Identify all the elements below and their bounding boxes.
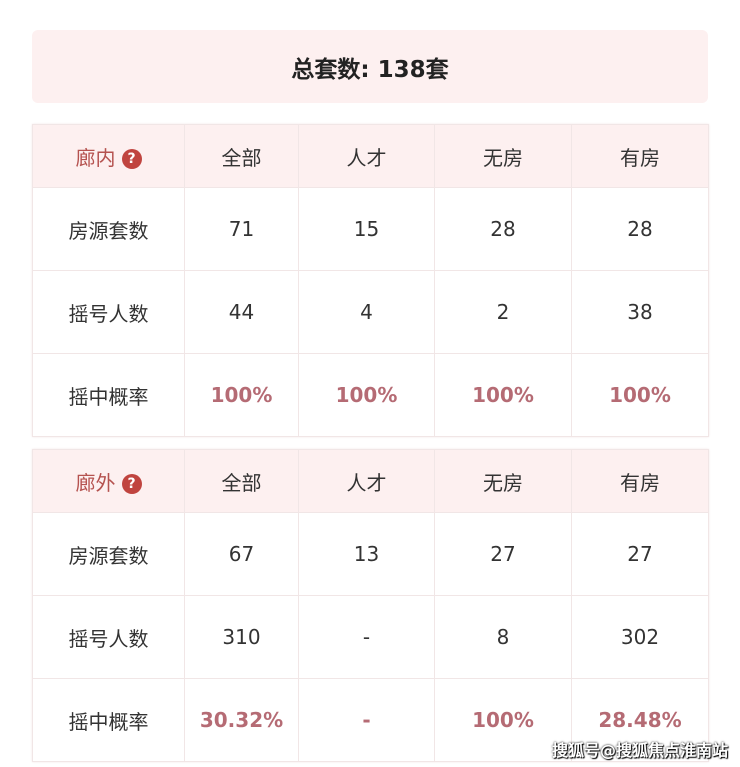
row-label: 摇号人数	[32, 595, 185, 679]
column-header: 无房	[434, 449, 572, 513]
table-cell: 38	[571, 270, 709, 354]
table-header-row: 廊外? 全部 人才 无房 有房	[32, 449, 709, 513]
table-cell: 27	[434, 512, 572, 596]
table-outer: 廊外? 全部 人才 无房 有房 房源套数 67 13 27 27 摇号人数 310-8 302 摇中概率 3…	[32, 449, 709, 762]
table-cell: 4	[298, 270, 435, 354]
row-label: 摇号人数	[32, 270, 185, 354]
table-header-row: 廊内? 全部 人才 无房 有房	[32, 124, 709, 188]
table-row: 房源套数 67 13 27 27	[32, 512, 709, 596]
table-cell: 302	[571, 595, 709, 679]
table-cell: 8	[434, 595, 572, 679]
column-header: 全部	[184, 449, 299, 513]
help-icon[interactable]: ?	[121, 473, 142, 494]
region-cell: 廊外?	[32, 449, 185, 513]
table-row: 摇中概率 30.32% -100% 28.48%	[32, 678, 709, 762]
total-count-banner: 总套数: 138套	[32, 30, 708, 103]
row-label: 摇中概率	[32, 678, 185, 762]
table-cell: 100%	[434, 678, 572, 762]
column-header: 有房	[571, 124, 709, 188]
row-label: 摇中概率	[32, 353, 185, 437]
table-cell: 100%	[184, 353, 299, 437]
watermark: 搜狐号@搜狐焦点淮南站	[551, 741, 728, 760]
column-header: 全部	[184, 124, 299, 188]
region-label: 廊内	[75, 145, 116, 170]
table-cell: 15	[298, 187, 435, 271]
table-cell: 28	[571, 187, 709, 271]
table-cell: 310	[184, 595, 299, 679]
row-label: 房源套数	[32, 187, 185, 271]
table-cell: 100%	[434, 353, 572, 437]
table-row: 摇号人数 44 4 2 38	[32, 270, 709, 354]
column-header: 无房	[434, 124, 572, 188]
table-cell: 30.32%	[184, 678, 299, 762]
table-cell: 28	[434, 187, 572, 271]
table-cell: 2	[434, 270, 572, 354]
column-header: 人才	[298, 124, 435, 188]
table-cell: 28.48%	[571, 678, 709, 762]
table-cell: 67	[184, 512, 299, 596]
table-cell: -	[298, 678, 435, 762]
help-icon[interactable]: ?	[121, 148, 142, 169]
column-header: 人才	[298, 449, 435, 513]
table-inner: 廊内? 全部 人才 无房 有房 房源套数 71 15 28 28 摇号人数 44 4 2 38 摇中概率 100…	[32, 124, 709, 437]
table-row: 摇号人数 310-8 302	[32, 595, 709, 679]
table-cell: 100%	[298, 353, 435, 437]
table-cell: 13	[298, 512, 435, 596]
table-cell: -	[298, 595, 435, 679]
region-label: 廊外	[75, 470, 116, 495]
table-cell: 71	[184, 187, 299, 271]
row-label: 房源套数	[32, 512, 185, 596]
table-cell: 100%	[571, 353, 709, 437]
region-cell: 廊内?	[32, 124, 185, 188]
table-cell: 44	[184, 270, 299, 354]
table-row: 摇中概率 100% 100% 100% 100%	[32, 353, 709, 437]
column-header: 有房	[571, 449, 709, 513]
table-cell: 27	[571, 512, 709, 596]
table-row: 房源套数 71 15 28 28	[32, 187, 709, 271]
